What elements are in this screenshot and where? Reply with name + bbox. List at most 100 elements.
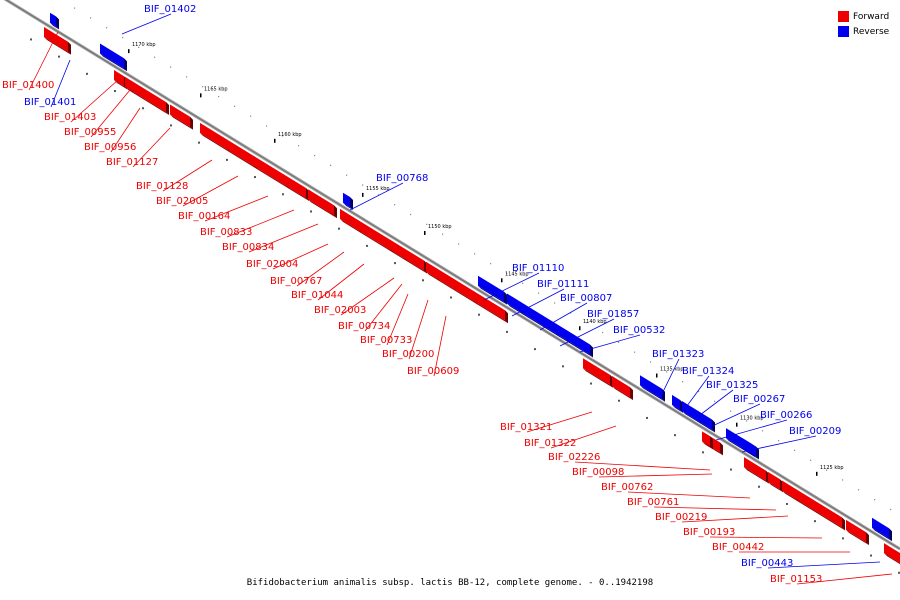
gene-box-shadow: [556, 333, 569, 343]
gene-box: [125, 76, 130, 90]
gene-label[interactable]: BIF_00267: [733, 394, 785, 405]
gene-label[interactable]: BIF_00734: [338, 321, 390, 332]
gene-box: [50, 12, 56, 27]
gene-feature[interactable]: [50, 12, 59, 30]
gene-label[interactable]: BIF_00219: [655, 512, 707, 523]
gene-label[interactable]: BIF_00833: [200, 227, 252, 238]
gene-label[interactable]: BIF_01128: [136, 181, 188, 192]
gene-label[interactable]: BIF_01044: [291, 290, 343, 301]
gene-label[interactable]: BIF_01127: [106, 157, 158, 168]
leader-line: [349, 182, 404, 211]
scale-dot: [590, 382, 592, 385]
gene-feature[interactable]: [566, 329, 593, 358]
tick-label: 1160 kbp: [278, 132, 302, 138]
gene-feature[interactable]: [704, 432, 713, 450]
tick-label: 1170 kbp: [132, 42, 156, 48]
gene-box: [507, 293, 520, 312]
gene-label[interactable]: BIF_01402: [144, 4, 196, 15]
tick-label: 1130 kbp: [740, 416, 764, 422]
tick-mark: [424, 230, 426, 235]
tick-label: 1165 kbp: [204, 86, 228, 92]
leader-line: [550, 425, 617, 449]
gene-feature[interactable]: [330, 202, 337, 219]
gene-feature[interactable]: [796, 489, 845, 531]
gene-box-side: [842, 517, 845, 531]
leader-line: [707, 403, 761, 429]
leader-line: [709, 536, 823, 539]
gene-box-side: [190, 116, 193, 130]
gene-label[interactable]: BIF_02003: [314, 305, 366, 316]
gene-feature[interactable]: [474, 291, 508, 324]
scale-dot: [778, 440, 780, 442]
gene-label[interactable]: BIF_00761: [627, 497, 679, 508]
scale-dot: [762, 430, 764, 432]
gene-label[interactable]: BIF_00209: [789, 426, 841, 437]
gene-feature[interactable]: [478, 275, 507, 305]
gene-label[interactable]: BIF_00098: [572, 467, 624, 478]
gene-feature[interactable]: [130, 79, 169, 115]
gene-label[interactable]: BIF_00767: [270, 276, 322, 287]
gene-feature[interactable]: [872, 517, 892, 542]
gene-label[interactable]: BIF_01321: [500, 422, 552, 433]
gene-feature[interactable]: [358, 219, 393, 253]
gene-label[interactable]: BIF_00164: [178, 211, 230, 222]
gene-label[interactable]: BIF_00956: [84, 142, 136, 153]
gene-feature[interactable]: [343, 192, 353, 211]
gene-label[interactable]: BIF_00442: [712, 542, 764, 553]
gene-label[interactable]: BIF_00762: [601, 482, 653, 493]
gene-label[interactable]: BIF_01322: [524, 438, 576, 449]
leader-line: [162, 159, 213, 192]
gene-label[interactable]: BIF_00266: [760, 410, 812, 421]
leader-line: [317, 263, 365, 301]
gene-feature[interactable]: [44, 27, 71, 55]
gene-label[interactable]: BIF_01110: [512, 263, 564, 274]
gene-label[interactable]: BIF_00955: [64, 127, 116, 138]
gene-label[interactable]: BIF_00807: [560, 293, 612, 304]
gene-box-side: [56, 16, 59, 30]
gene-label[interactable]: BIF_01857: [587, 309, 639, 320]
tick-mark: [736, 422, 738, 427]
gene-label[interactable]: BIF_00768: [376, 173, 428, 184]
gene-label[interactable]: BIF_00733: [360, 335, 412, 346]
scale-dot: [674, 434, 676, 437]
gene-feature[interactable]: [698, 410, 715, 433]
gene-label[interactable]: BIF_01111: [537, 279, 589, 290]
gene-label[interactable]: BIF_01403: [44, 112, 96, 123]
gene-feature[interactable]: [846, 519, 869, 546]
gene-label[interactable]: BIF_00443: [741, 558, 793, 569]
gene-label[interactable]: BIF_02004: [246, 259, 298, 270]
scale-dot: [506, 330, 508, 333]
scale-dot: [870, 554, 872, 557]
gene-label[interactable]: BIF_01323: [652, 349, 704, 360]
gene-feature[interactable]: [672, 394, 683, 413]
leader-line: [598, 473, 713, 478]
gene-feature[interactable]: [884, 543, 900, 566]
gene-label[interactable]: BIF_00532: [613, 325, 665, 336]
gene-label[interactable]: BIF_00834: [222, 242, 274, 253]
gene-feature[interactable]: [254, 156, 289, 189]
scale-dot: [426, 223, 428, 225]
leader-line: [340, 277, 395, 316]
gene-label[interactable]: BIF_01400: [2, 80, 54, 91]
gene-box-shadow: [744, 467, 769, 484]
scale-dot: [842, 537, 844, 540]
gene-feature[interactable]: [583, 358, 613, 388]
gene-feature[interactable]: [170, 104, 193, 130]
gene-feature[interactable]: [100, 43, 127, 72]
gene-label[interactable]: BIF_01401: [24, 97, 76, 108]
gene-label[interactable]: BIF_00193: [683, 527, 735, 538]
gene-label[interactable]: BIF_01153: [770, 574, 822, 585]
gene-label[interactable]: BIF_02226: [548, 452, 600, 463]
scale-dot: [730, 410, 732, 412]
scale-dot: [366, 244, 368, 247]
scale-dot: [86, 72, 88, 75]
gene-box: [640, 375, 662, 399]
gene-box-shadow: [612, 386, 633, 401]
gene-feature[interactable]: [612, 376, 633, 401]
gene-label[interactable]: BIF_01325: [706, 380, 758, 391]
gene-label[interactable]: BIF_01324: [682, 366, 734, 377]
gene-box-shadow: [170, 114, 193, 130]
gene-label[interactable]: BIF_00200: [382, 349, 434, 360]
gene-label[interactable]: BIF_02005: [156, 196, 208, 207]
gene-label[interactable]: BIF_00609: [407, 366, 459, 377]
